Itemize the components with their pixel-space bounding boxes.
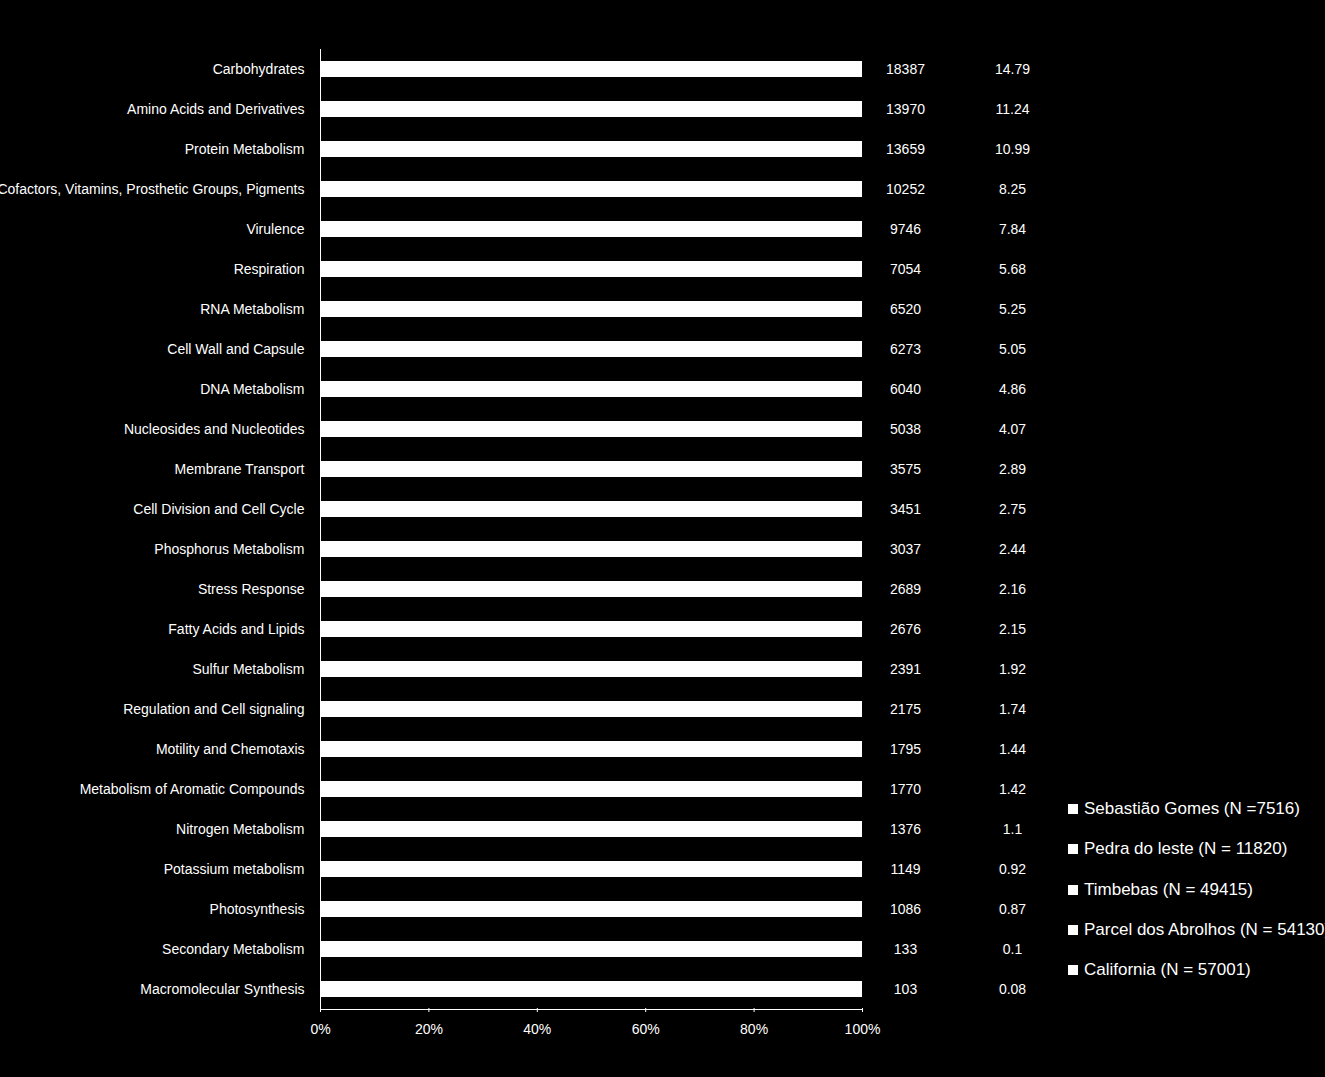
svg-text:80%: 80% [740,1021,768,1037]
svg-text:103: 103 [894,981,918,997]
svg-text:2.16: 2.16 [999,581,1026,597]
svg-text:Nucleosides and Nucleotides: Nucleosides and Nucleotides [124,421,305,437]
svg-text:3451: 3451 [890,501,921,517]
svg-text:2.44: 2.44 [999,541,1026,557]
svg-text:1376: 1376 [890,821,921,837]
svg-text:Phosphorus Metabolism: Phosphorus Metabolism [154,541,304,557]
svg-text:Potassium metabolism: Potassium metabolism [164,861,305,877]
svg-text:40%: 40% [523,1021,551,1037]
svg-text:1149: 1149 [890,861,920,877]
svg-text:Secondary Metabolism: Secondary Metabolism [162,941,304,957]
svg-text:Motility and Chemotaxis: Motility and Chemotaxis [156,741,305,757]
svg-text:0.87: 0.87 [999,901,1026,917]
svg-text:1.1: 1.1 [1003,821,1023,837]
svg-text:13659: 13659 [886,141,925,157]
svg-text:1.42: 1.42 [999,781,1026,797]
svg-text:6273: 6273 [890,341,921,357]
svg-text:Membrane Transport: Membrane Transport [175,461,305,477]
svg-text:Regulation and Cell signaling: Regulation and Cell signaling [123,701,304,717]
svg-text:4.86: 4.86 [999,381,1026,397]
svg-text:5.68: 5.68 [999,261,1026,277]
svg-text:2.15: 2.15 [999,621,1026,637]
svg-text:3575: 3575 [890,461,921,477]
svg-text:6520: 6520 [890,301,921,317]
svg-text:13970: 13970 [886,101,925,117]
svg-text:2391: 2391 [890,661,921,677]
svg-text:5.05: 5.05 [999,341,1026,357]
svg-text:DNA Metabolism: DNA Metabolism [200,381,304,397]
svg-text:1086: 1086 [890,901,921,917]
svg-text:11.24: 11.24 [996,101,1030,117]
svg-text:Stress Response: Stress Response [198,581,305,597]
svg-text:7054: 7054 [890,261,921,277]
svg-text:Nitrogen Metabolism: Nitrogen Metabolism [176,821,304,837]
svg-text:0.92: 0.92 [999,861,1026,877]
svg-text:Respiration: Respiration [234,261,305,277]
svg-text:9746: 9746 [890,221,921,237]
svg-text:1.74: 1.74 [999,701,1026,717]
svg-text:Metabolism of Aromatic Compoun: Metabolism of Aromatic Compounds [80,781,305,797]
svg-text:2676: 2676 [890,621,921,637]
svg-text:1795: 1795 [890,741,921,757]
svg-text:Protein Metabolism: Protein Metabolism [185,141,305,157]
svg-text:10252: 10252 [886,181,925,197]
svg-text:0.08: 0.08 [999,981,1026,997]
html-text:Pedra do leste (N = 11820): Pedra do leste (N = 11820) [1084,839,1288,859]
svg-text:5.25: 5.25 [999,301,1026,317]
svg-text:Amino Acids and Derivatives: Amino Acids and Derivatives [127,101,304,117]
html-text:Sebastião Gomes (N =7516): Sebastião Gomes (N =7516) [1084,799,1300,818]
svg-text:7.84: 7.84 [999,221,1026,237]
svg-text:Cofactors, Vitamins, Prostheti: Cofactors, Vitamins, Prosthetic Groups, … [0,181,305,197]
svg-text:5038: 5038 [890,421,921,437]
svg-text:1.44: 1.44 [999,741,1026,757]
svg-text:6040: 6040 [890,381,921,397]
svg-text:Cell Wall and Capsule: Cell Wall and Capsule [167,341,304,357]
svg-text:133: 133 [894,941,918,957]
svg-text:14.79: 14.79 [995,61,1030,77]
svg-text:Virulence: Virulence [246,221,304,237]
svg-text:Photosynthesis: Photosynthesis [210,901,305,917]
svg-text:2.89: 2.89 [999,461,1026,477]
svg-text:0.1: 0.1 [1003,941,1023,957]
svg-text:Cell Division and Cell Cycle: Cell Division and Cell Cycle [133,501,304,517]
svg-text:1770: 1770 [890,781,921,797]
svg-text:Fatty Acids and Lipids: Fatty Acids and Lipids [168,621,304,637]
svg-text:1.92: 1.92 [999,661,1026,677]
svg-text:Sulfur Metabolism: Sulfur Metabolism [192,661,304,677]
html-text:California (N = 57001): California (N = 57001) [1084,960,1251,980]
svg-text:2.75: 2.75 [999,501,1026,517]
html-text:Timbebas (N = 49415): Timbebas (N = 49415) [1084,879,1253,899]
svg-text:20%: 20% [415,1021,443,1037]
svg-text:4.07: 4.07 [999,421,1026,437]
svg-text:3037: 3037 [890,541,921,557]
svg-text:60%: 60% [632,1021,660,1037]
svg-text:100%: 100% [845,1021,881,1037]
svg-text:Carbohydrates: Carbohydrates [213,61,305,77]
svg-text:8.25: 8.25 [999,181,1026,197]
svg-text:10.99: 10.99 [995,141,1030,157]
svg-text:RNA Metabolism: RNA Metabolism [200,301,304,317]
svg-text:2175: 2175 [890,701,921,717]
svg-text:18387: 18387 [886,61,925,77]
svg-text:Macromolecular Synthesis: Macromolecular Synthesis [140,981,304,997]
svg-text:2689: 2689 [890,581,921,597]
svg-text:0%: 0% [310,1021,330,1037]
